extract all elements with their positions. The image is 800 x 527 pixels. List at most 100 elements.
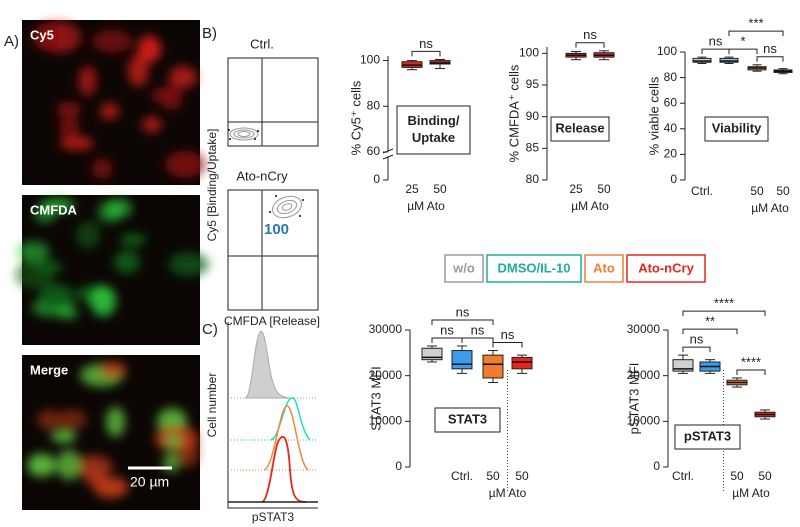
micrograph-cells bbox=[27, 361, 199, 498]
contour bbox=[229, 127, 303, 219]
cell bbox=[76, 221, 101, 249]
significance-bracket bbox=[411, 50, 441, 57]
cell bbox=[178, 441, 199, 467]
cell bbox=[35, 261, 64, 274]
significance-label: ns bbox=[501, 327, 515, 342]
y-tick-label: 0 bbox=[373, 172, 380, 186]
legend-label: Ato-nCry bbox=[638, 260, 694, 275]
y-tick-label: 30000 bbox=[369, 322, 403, 336]
cell bbox=[168, 66, 198, 89]
hist-curve bbox=[263, 405, 309, 471]
significance-bracket bbox=[682, 310, 766, 317]
box-chart: 0 10000 20000 30000 pSTAT3 MFI Ctrl. 50 50 µM At… bbox=[626, 296, 776, 500]
micrograph-label: CMFDA bbox=[30, 202, 78, 217]
y-tick-label: 0 bbox=[395, 459, 402, 473]
inset-label: STAT3 bbox=[448, 411, 487, 426]
x-tick-label: 50 bbox=[515, 469, 529, 483]
y-tick-label: 100 bbox=[657, 44, 677, 58]
legend-box bbox=[486, 254, 582, 283]
inset-box bbox=[434, 407, 501, 433]
micrograph-label: Merge bbox=[30, 362, 68, 377]
x-tick-label: 50 bbox=[597, 182, 611, 196]
cell bbox=[98, 200, 122, 223]
cell bbox=[91, 29, 133, 54]
cell bbox=[90, 285, 117, 317]
histogram bbox=[227, 322, 318, 509]
axis-break bbox=[383, 151, 393, 157]
y-tick-label: 10000 bbox=[627, 414, 661, 428]
cell bbox=[56, 409, 87, 429]
flow-x-label: CMFDA [Release] bbox=[224, 314, 320, 328]
scale-label: 20 µm bbox=[130, 474, 169, 490]
x-axis-label: µM Ato bbox=[732, 486, 770, 500]
hist-axis bbox=[227, 322, 318, 509]
legend-label: Ato bbox=[593, 260, 615, 275]
hist-y-label: Cell number bbox=[205, 373, 219, 438]
hist-curve bbox=[261, 435, 307, 503]
box bbox=[672, 359, 694, 372]
cell bbox=[74, 455, 113, 478]
significance-label: ** bbox=[705, 314, 715, 329]
flow-frame bbox=[227, 57, 319, 147]
legend-box bbox=[584, 254, 624, 283]
flow-plots bbox=[227, 57, 319, 311]
legend-box bbox=[444, 254, 484, 283]
y-tick-label: 30000 bbox=[627, 322, 661, 336]
x-axis-label: µM Ato bbox=[751, 201, 789, 215]
flow-y-label: Cy5 [Binding/Uptake] bbox=[205, 129, 219, 242]
y-tick-label: 20 bbox=[664, 147, 678, 161]
y-tick-label: 80 bbox=[664, 70, 678, 84]
legend-box bbox=[626, 254, 706, 283]
box-chart: 0 10000 20000 30000 STAT3 MFI Ctrl. 50 50 µM Ato… bbox=[368, 304, 533, 500]
cell bbox=[51, 430, 77, 443]
y-axis-label: STAT3 MFI bbox=[368, 366, 383, 431]
y-tick-label: 10000 bbox=[369, 414, 403, 428]
cell bbox=[16, 241, 50, 263]
box bbox=[511, 356, 533, 370]
cell bbox=[27, 453, 56, 477]
hist-curve bbox=[244, 330, 291, 399]
y-tick-label: 40 bbox=[664, 121, 678, 135]
y-tick-label: 85 bbox=[526, 141, 540, 155]
panel-label: C) bbox=[202, 321, 218, 338]
inset-box bbox=[396, 105, 471, 155]
significance-bracket bbox=[492, 342, 523, 348]
x-tick-label: Ctrl. bbox=[451, 469, 473, 483]
flow-frame bbox=[227, 189, 319, 311]
inset-box bbox=[704, 116, 769, 142]
cell bbox=[105, 406, 126, 437]
cell bbox=[113, 250, 141, 274]
significance-label: ns bbox=[471, 322, 485, 337]
cell bbox=[137, 35, 162, 63]
cell bbox=[58, 115, 80, 140]
significance-bracket bbox=[756, 56, 784, 62]
significance-bracket bbox=[728, 48, 758, 55]
cell bbox=[56, 449, 82, 480]
cell bbox=[142, 116, 162, 133]
significance-label: ns bbox=[419, 36, 433, 51]
y-tick-label: 20000 bbox=[369, 368, 403, 382]
box bbox=[482, 354, 504, 379]
legend-label: w/o bbox=[452, 260, 475, 275]
inset-box bbox=[550, 116, 610, 142]
y-tick-label: 95 bbox=[526, 77, 540, 91]
inset-label: pSTAT3 bbox=[684, 428, 731, 443]
micrograph: Cy5 bbox=[22, 20, 206, 185]
x-tick-label: 25 bbox=[405, 182, 419, 196]
micrograph: CMFDA bbox=[15, 195, 209, 345]
micrograph-cells bbox=[32, 21, 206, 179]
box-chart: 0 60 80 100 % Cy5⁺ cells 25 50 µM Ato Binding/Up… bbox=[348, 36, 471, 213]
significance-bracket bbox=[431, 319, 494, 325]
cell bbox=[32, 24, 61, 50]
significance-label: ns bbox=[709, 34, 723, 49]
box bbox=[421, 347, 443, 361]
cell bbox=[59, 136, 95, 151]
significance-label: **** bbox=[714, 296, 734, 311]
x-tick-label: 50 bbox=[750, 184, 764, 198]
y-tick-label: 0 bbox=[670, 172, 677, 186]
significance-bracket bbox=[461, 337, 494, 343]
significance-label: ns bbox=[690, 332, 704, 347]
cell bbox=[150, 86, 179, 104]
